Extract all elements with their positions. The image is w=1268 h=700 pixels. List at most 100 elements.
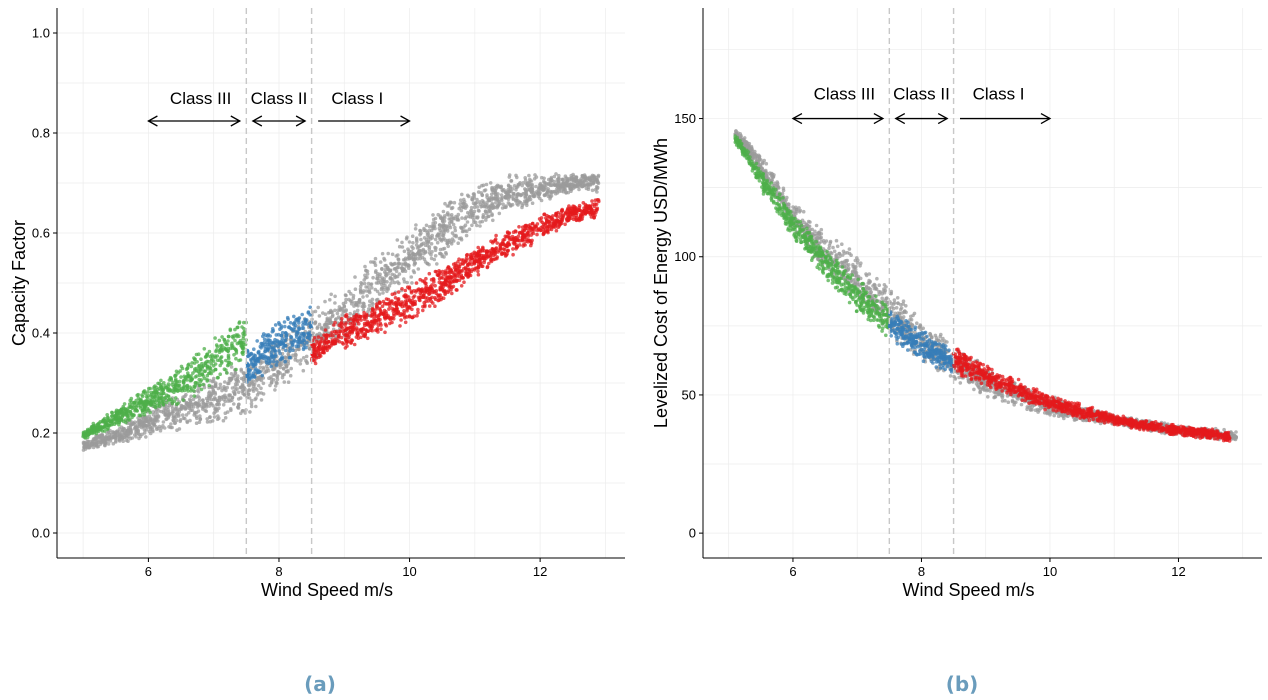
data-point xyxy=(217,350,222,355)
x-tick-label: 8 xyxy=(275,564,282,579)
data-point xyxy=(425,286,429,291)
data-point xyxy=(226,339,230,343)
data-point xyxy=(235,333,240,337)
data-point xyxy=(398,313,402,318)
data-point xyxy=(251,389,256,393)
data-point xyxy=(196,394,200,398)
data-point xyxy=(351,296,356,301)
data-point xyxy=(181,398,185,402)
data-point xyxy=(456,218,461,222)
data-point xyxy=(396,265,401,270)
data-point xyxy=(530,201,535,205)
data-point xyxy=(515,175,519,180)
data-point xyxy=(279,356,284,361)
data-point xyxy=(369,282,374,286)
data-point xyxy=(167,387,172,392)
data-point xyxy=(146,408,151,412)
data-point xyxy=(340,326,345,330)
data-point xyxy=(158,428,163,433)
data-point xyxy=(453,225,457,230)
data-point xyxy=(353,287,358,292)
data-point xyxy=(471,211,476,216)
data-point xyxy=(346,318,351,322)
data-point xyxy=(478,220,482,224)
data-point xyxy=(364,269,368,273)
data-point xyxy=(326,325,330,330)
data-point xyxy=(254,396,258,401)
data-point xyxy=(483,209,488,213)
data-point xyxy=(221,403,226,407)
data-point xyxy=(446,244,451,249)
data-point xyxy=(270,329,275,334)
data-point xyxy=(498,201,502,206)
data-point xyxy=(554,172,558,176)
data-point xyxy=(185,366,190,371)
data-point xyxy=(472,268,477,272)
data-point xyxy=(131,413,136,418)
data-point xyxy=(581,174,585,179)
data-point xyxy=(394,300,398,305)
data-point xyxy=(209,371,213,376)
data-point xyxy=(374,281,379,285)
data-point xyxy=(378,272,382,277)
data-point xyxy=(209,397,214,402)
data-point xyxy=(493,201,498,205)
data-point xyxy=(230,398,234,403)
data-point xyxy=(459,205,463,209)
data-point xyxy=(200,398,205,402)
data-point xyxy=(307,336,312,341)
data-point xyxy=(288,349,292,353)
data-point xyxy=(155,403,159,408)
data-point xyxy=(413,227,418,231)
data-point xyxy=(502,251,507,256)
data-point xyxy=(172,416,177,420)
data-point xyxy=(355,333,360,337)
data-point xyxy=(512,191,516,196)
data-point xyxy=(517,182,522,186)
data-point xyxy=(436,212,441,217)
data-point xyxy=(336,308,340,313)
data-point xyxy=(273,348,277,353)
data-point xyxy=(175,407,180,412)
data-point xyxy=(137,436,141,441)
data-point xyxy=(221,394,226,399)
data-point xyxy=(81,440,86,445)
data-point xyxy=(251,379,255,383)
data-point xyxy=(132,421,136,426)
data-point xyxy=(121,410,125,415)
data-point xyxy=(282,320,287,324)
data-point xyxy=(107,435,112,439)
data-point xyxy=(179,375,183,379)
data-point xyxy=(472,220,476,225)
data-point xyxy=(202,369,207,373)
data-point xyxy=(501,202,505,206)
data-point xyxy=(514,236,518,240)
data-point xyxy=(576,182,581,187)
data-point xyxy=(313,321,317,326)
data-point xyxy=(255,339,259,343)
data-point xyxy=(541,232,546,237)
data-point xyxy=(144,435,148,439)
data-point xyxy=(495,197,500,202)
class-arrow xyxy=(147,115,242,127)
data-point xyxy=(476,269,480,274)
data-point xyxy=(283,359,288,364)
data-point xyxy=(283,338,288,343)
data-point xyxy=(494,184,499,189)
data-point xyxy=(588,183,593,187)
data-point xyxy=(547,215,551,219)
data-point xyxy=(241,371,246,375)
data-point xyxy=(457,236,462,241)
data-point xyxy=(249,361,254,365)
data-point xyxy=(297,327,301,332)
data-point xyxy=(432,224,437,228)
data-point xyxy=(403,320,408,325)
data-point xyxy=(509,179,514,183)
data-point xyxy=(137,413,142,418)
data-point xyxy=(218,372,222,377)
data-point xyxy=(318,347,322,352)
data-point xyxy=(279,333,284,338)
data-point xyxy=(337,305,342,309)
data-point xyxy=(159,378,163,383)
data-point xyxy=(534,184,538,189)
